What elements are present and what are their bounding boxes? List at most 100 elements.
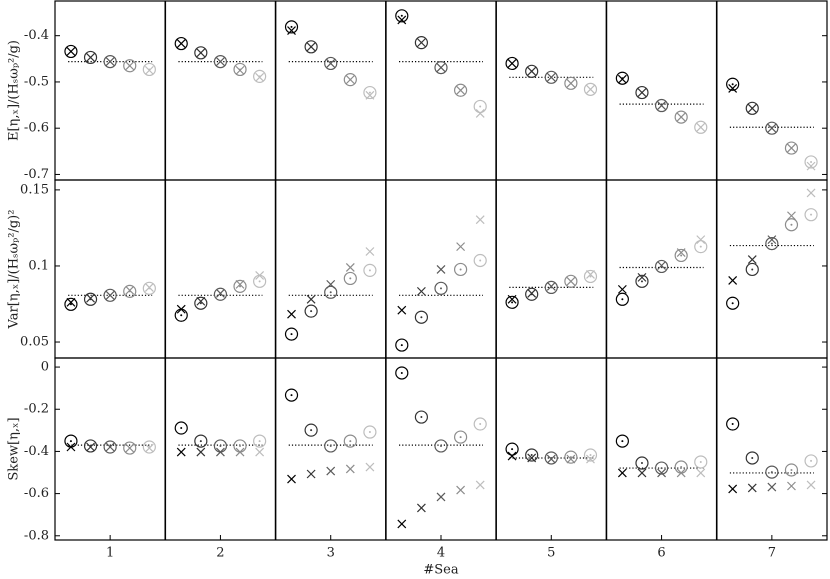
circle-marker — [615, 434, 629, 448]
circle-ring — [694, 120, 708, 134]
cross-marker — [546, 454, 556, 464]
x-tick-label: 6 — [657, 546, 665, 561]
circle-marker — [253, 69, 267, 83]
circle-marker — [363, 425, 377, 439]
circle-dot — [459, 268, 462, 271]
cross-marker — [306, 469, 316, 479]
cross-stroke — [125, 443, 135, 453]
circle-ring — [213, 54, 228, 69]
cross-stroke — [637, 468, 647, 478]
cross-marker — [767, 482, 777, 492]
cross-marker — [66, 46, 76, 56]
circle-ring — [194, 434, 208, 448]
cross-stroke — [365, 90, 375, 100]
cross-marker — [255, 447, 265, 457]
circle-marker — [615, 71, 629, 85]
circle-dot — [329, 444, 332, 447]
cross-marker — [416, 286, 426, 296]
circle-marker — [194, 296, 208, 310]
cross-marker — [144, 65, 154, 75]
circle-ring — [564, 274, 578, 288]
cross-marker — [365, 247, 375, 256]
circle-marker — [174, 421, 188, 435]
cross-stroke — [86, 53, 95, 62]
circle-marker — [454, 430, 468, 444]
circle-ring — [142, 281, 156, 295]
circle-dot — [731, 423, 734, 426]
circle-ring — [194, 46, 208, 60]
cross-stroke — [397, 305, 407, 315]
cross-stroke — [475, 108, 485, 118]
cross-stroke — [287, 474, 296, 484]
cross-marker — [196, 447, 206, 457]
circle-marker — [194, 434, 208, 448]
cross-stroke — [456, 242, 466, 252]
cross-stroke — [617, 284, 627, 294]
circle-dot — [751, 456, 754, 459]
cross-marker — [456, 485, 466, 495]
cross-marker — [507, 451, 517, 461]
circle-ring — [103, 54, 117, 69]
cross-stroke — [546, 281, 556, 291]
circle-ring — [544, 70, 558, 84]
circle-marker — [253, 274, 267, 288]
circle-dot — [239, 444, 242, 447]
cross-marker — [566, 78, 576, 88]
circle-dot — [479, 259, 482, 262]
cross-stroke — [144, 65, 154, 75]
cross-marker — [216, 288, 225, 298]
x-tick-label: 3 — [327, 546, 335, 561]
circle-dot — [660, 467, 663, 470]
cross-stroke — [767, 235, 777, 245]
cross-marker — [637, 88, 647, 98]
cross-marker — [566, 454, 576, 464]
circle-ring — [123, 59, 137, 73]
cross-marker — [728, 83, 738, 93]
cross-stroke — [566, 78, 576, 88]
x-tick-label: 1 — [106, 546, 114, 561]
cross-marker — [456, 85, 466, 95]
cross-stroke — [586, 84, 595, 94]
cross-stroke — [546, 72, 556, 82]
circle-ring — [674, 110, 688, 124]
circle-ring — [83, 292, 98, 306]
circle-marker — [635, 456, 649, 470]
cross-stroke — [637, 88, 647, 98]
circle-ring — [615, 71, 629, 85]
cross-stroke — [397, 519, 407, 529]
cross-stroke — [586, 454, 595, 464]
cross-marker — [287, 26, 296, 36]
circle-marker — [64, 434, 78, 448]
y-tick-label: -0.8 — [24, 528, 49, 543]
circle-ring — [784, 141, 799, 155]
circle-marker — [142, 62, 156, 77]
cross-stroke — [676, 112, 686, 122]
circle-ring — [454, 83, 468, 97]
circle-ring — [635, 456, 649, 470]
circle-ring — [284, 327, 299, 341]
cross-stroke — [436, 63, 446, 73]
circle-dot — [680, 254, 683, 257]
y-tick-label: -0.4 — [24, 28, 49, 43]
circle-dot — [180, 314, 183, 317]
y-tick-label: 0 — [41, 360, 49, 375]
cross-marker — [235, 279, 245, 289]
circle-dot — [310, 310, 313, 313]
circle-ring — [784, 218, 799, 232]
circle-dot — [589, 275, 592, 278]
circle-dot — [258, 280, 261, 283]
circle-marker — [233, 62, 247, 77]
axes-frame — [54, 357, 828, 541]
cross-marker — [365, 90, 375, 100]
circle-ring — [804, 454, 818, 468]
circle-ring — [395, 9, 409, 23]
circle-ring — [525, 64, 539, 78]
circle-marker — [544, 280, 558, 295]
circle-marker — [694, 240, 708, 254]
cross-stroke — [566, 454, 576, 464]
cross-stroke — [216, 447, 225, 457]
cross-marker — [345, 263, 355, 272]
circle-marker — [694, 455, 708, 469]
cross-stroke — [216, 288, 225, 298]
cross-marker — [676, 112, 686, 122]
